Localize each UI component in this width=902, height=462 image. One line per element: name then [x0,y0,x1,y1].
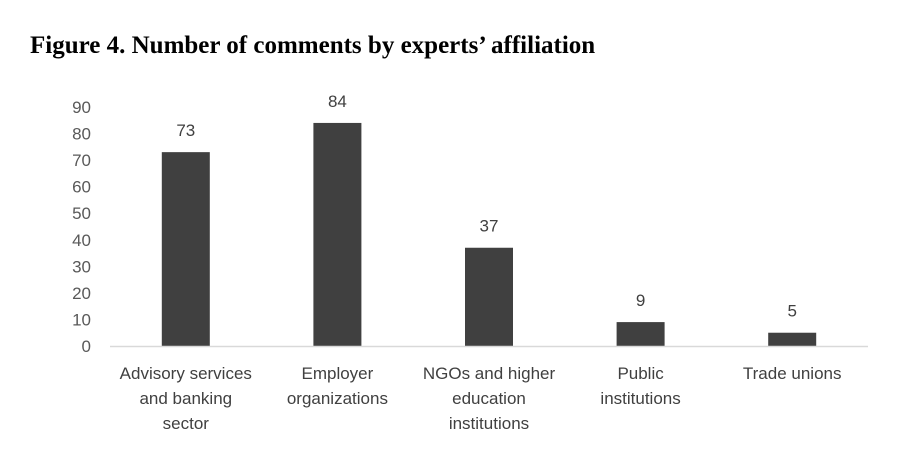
data-label: 37 [480,217,499,236]
x-tick-label: institutions [449,414,529,433]
data-label: 9 [636,291,645,310]
x-axis-labels: Advisory services and banking sector Employ… [120,364,842,433]
y-tick-label: 90 [72,98,91,117]
bars [161,122,817,346]
bar [161,152,210,346]
x-tick-label: education [452,389,526,408]
y-tick-label: 0 [82,337,91,356]
y-axis-ticks: 0 10 20 30 40 50 60 70 80 90 [72,98,91,356]
data-label: 84 [328,92,347,111]
y-tick-label: 10 [72,310,91,329]
y-tick-label: 50 [72,204,91,223]
chart-title: Figure 4. Number of comments by experts’… [30,32,596,59]
y-tick-label: 20 [72,284,91,303]
x-tick-label: Advisory services [120,364,252,383]
x-tick-label: institutions [600,389,680,408]
y-tick-label: 40 [72,231,91,250]
bar [465,247,513,346]
y-tick-label: 80 [72,125,91,144]
data-label: 5 [787,302,796,321]
x-tick-label: and banking [139,389,232,408]
data-labels: 73 84 37 9 5 [176,92,797,321]
bar [616,322,665,346]
x-tick-label: Public [617,364,664,383]
bar [768,332,817,346]
bar [313,122,362,346]
x-tick-label: sector [163,414,210,433]
y-tick-label: 30 [72,257,91,276]
x-tick-label: Employer [301,364,373,383]
y-tick-label: 60 [72,178,91,197]
x-tick-label: organizations [287,389,388,408]
x-tick-label: Trade unions [743,364,842,383]
y-tick-label: 70 [72,151,91,170]
x-tick-label: NGOs and higher [423,364,556,383]
data-label: 73 [176,121,195,140]
